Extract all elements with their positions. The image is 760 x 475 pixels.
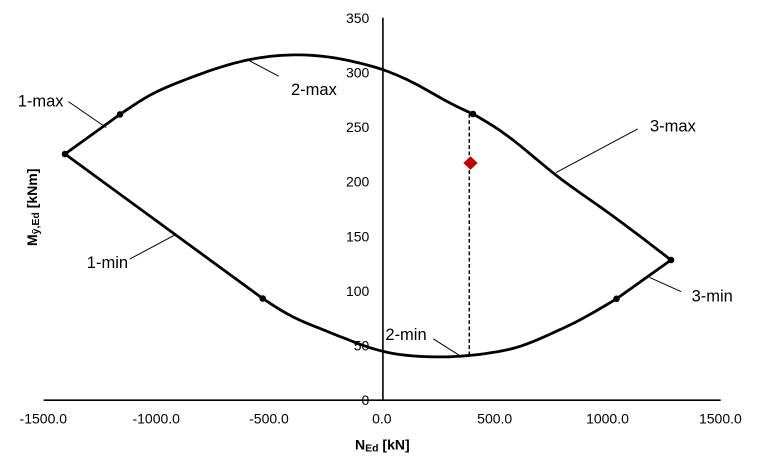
svg-text:1-min: 1-min bbox=[87, 254, 128, 272]
svg-text:-1500.0: -1500.0 bbox=[20, 411, 68, 427]
svg-text:0.0: 0.0 bbox=[372, 411, 392, 427]
svg-text:150: 150 bbox=[346, 228, 370, 244]
svg-text:350: 350 bbox=[346, 10, 370, 26]
svg-text:1000.0: 1000.0 bbox=[586, 411, 629, 427]
svg-text:NEd [kN]: NEd [kN] bbox=[355, 437, 410, 455]
svg-text:1-max: 1-max bbox=[18, 93, 65, 111]
svg-text:250: 250 bbox=[346, 119, 370, 135]
svg-text:50: 50 bbox=[354, 337, 370, 353]
svg-text:2-max: 2-max bbox=[291, 81, 338, 99]
svg-text:0: 0 bbox=[362, 392, 370, 408]
svg-text:-1000.0: -1000.0 bbox=[132, 411, 180, 427]
svg-text:1500.0: 1500.0 bbox=[699, 411, 742, 427]
svg-text:Mȳ,Ed [kNm]: Mȳ,Ed [kNm] bbox=[24, 169, 42, 246]
svg-text:300: 300 bbox=[346, 65, 370, 81]
svg-text:2-min: 2-min bbox=[385, 326, 426, 344]
svg-text:200: 200 bbox=[346, 174, 370, 190]
svg-text:3-min: 3-min bbox=[692, 288, 733, 306]
svg-text:500.0: 500.0 bbox=[477, 411, 512, 427]
svg-text:3-max: 3-max bbox=[650, 118, 697, 136]
svg-text:-500.0: -500.0 bbox=[249, 411, 289, 427]
svg-text:100: 100 bbox=[346, 283, 370, 299]
